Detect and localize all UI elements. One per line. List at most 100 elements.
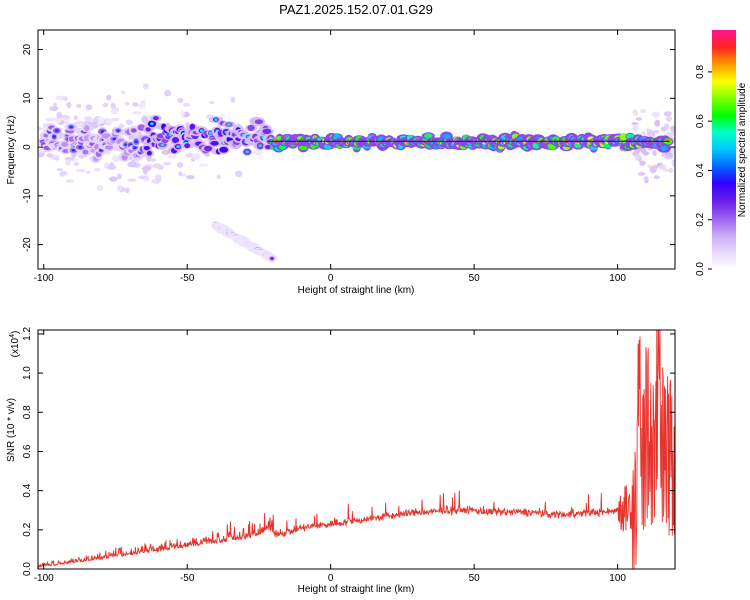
snr-x-tick-label: -100	[34, 573, 54, 584]
spectrogram-speckle	[109, 162, 115, 169]
spectrogram-speckle	[155, 176, 162, 183]
spectrogram-speckle	[645, 128, 652, 133]
spectrogram-speckle	[180, 110, 185, 117]
spectrogram-speckle	[143, 168, 148, 175]
spectrogram-speckle	[137, 102, 146, 109]
spectrogram-speckle	[85, 104, 93, 111]
spectrogram-speckle	[49, 106, 59, 111]
spectrogram-speckle	[637, 172, 646, 176]
snr-multiplier-exponent: 4	[9, 334, 16, 338]
colorbar-scale	[712, 30, 736, 269]
spectrogram-speckle	[56, 168, 63, 172]
spectrogram-speckle	[663, 111, 672, 117]
spectrogram-speckle	[654, 119, 661, 127]
spectrogram-ridge	[626, 133, 635, 139]
spectrogram-ridge	[104, 145, 114, 150]
spectrogram-speckle	[73, 162, 80, 166]
spectrogram-y-tick-label: -20	[22, 237, 33, 252]
spectrogram-x-axis: -100 -50 0 50 100	[34, 30, 626, 284]
snr-y-axis-label: SNR (10 * v/v)	[6, 398, 17, 462]
colorbar: 0.0 0.2 0.4 0.6 0.8 Normalized spectral ampl…	[695, 30, 748, 276]
spectrogram-ridge-core	[245, 150, 249, 154]
spectrogram-speckle	[639, 109, 647, 113]
snr-y-tick-label: 0.2	[22, 522, 33, 536]
spectrogram-speckle	[181, 173, 187, 177]
spectrogram-speckle	[45, 117, 56, 122]
spectrogram-ridge	[153, 116, 159, 121]
spectrogram-y-axis: 20 10 0 -10 -20	[22, 44, 675, 252]
spectrogram-ridge-core	[199, 129, 204, 133]
spectrogram-speckle	[152, 163, 163, 169]
spectrogram-speckle	[46, 153, 54, 158]
spectrogram-speckle	[653, 164, 659, 169]
colorbar-tick-label: 0.6	[695, 114, 706, 128]
spectrogram-speckle	[669, 125, 675, 132]
spectrogram-ridge	[145, 127, 151, 132]
spectrogram-speckle	[65, 159, 71, 166]
spectrogram-speckle	[164, 89, 172, 97]
snr-x-tick-label: 50	[469, 573, 481, 584]
spectrogram-speckle	[53, 102, 57, 107]
spectrogram-ridge	[619, 133, 628, 141]
spectrogram-y-axis-label: Frequency (Hz)	[6, 116, 17, 185]
spectrogram-speckle	[125, 119, 133, 125]
spectrogram-x-tick-label: -100	[34, 273, 54, 284]
spectrogram-speckle	[230, 96, 236, 103]
spectrogram-ridge	[82, 149, 89, 155]
snr-multiplier-close: )	[10, 331, 21, 334]
spectrogram-ridge	[101, 133, 111, 139]
spectrogram-ridge-core	[208, 131, 213, 135]
spectrogram-speckle	[76, 103, 82, 109]
spectrogram-speckle	[253, 149, 264, 156]
spectrogram-speckle	[124, 187, 130, 193]
spectrogram-speckle	[65, 179, 75, 183]
spectrogram-speckle	[640, 147, 647, 154]
spectrogram-x-tick-label: 0	[328, 273, 334, 284]
spectrogram-speckle	[138, 175, 148, 179]
spectrogram-speckle	[59, 171, 65, 177]
spectrogram-speckle	[665, 116, 673, 122]
spectrogram-ridge	[204, 145, 213, 152]
spectrogram-speckle	[110, 102, 116, 110]
snr-multiplier-label: (x104)	[9, 331, 21, 358]
spectrogram-ridge	[264, 144, 272, 150]
spectrogram-x-tick-label: 50	[469, 273, 481, 284]
spectrogram-ridge-core	[160, 143, 165, 147]
colorbar-tick-label: 0.4	[695, 163, 706, 177]
colorbar-label: Normalized spectral amplitude	[737, 82, 748, 217]
spectrogram-speckle	[94, 167, 101, 172]
spectrogram-ridge-core	[100, 130, 105, 134]
spectrogram-speckle	[127, 178, 137, 183]
spectrogram-speckle	[198, 163, 208, 167]
spectrogram-speckle	[132, 102, 139, 107]
spectrogram-speckle	[631, 121, 639, 126]
spectrogram-speckle	[111, 117, 120, 122]
snr-series-line	[38, 330, 675, 569]
spectrogram-speckle	[149, 158, 157, 162]
spectrogram-y-tick-label: 20	[22, 44, 33, 56]
snr-y-tick-label: 1.0	[22, 366, 33, 380]
spectrogram-speckle	[220, 113, 225, 119]
spectrogram-speckle	[113, 156, 120, 162]
spectrogram-ridge	[660, 145, 668, 151]
spectrogram-speckle	[176, 162, 184, 168]
spectrogram-ridge	[130, 128, 137, 133]
colorbar-tick-label: 0.8	[695, 64, 706, 78]
colorbar-tick-label: 0.2	[695, 212, 706, 226]
snr-background	[38, 330, 675, 569]
snr-x-tick-label: -50	[180, 573, 195, 584]
spectrogram-speckle	[55, 95, 66, 101]
spectrogram-speckle	[209, 100, 215, 105]
spectrogram-speckle	[75, 168, 86, 173]
spectrogram-ridge	[172, 137, 179, 144]
spectrogram-speckle	[127, 161, 137, 168]
spectrogram-y-tick-label: -10	[22, 188, 33, 203]
spectrogram-speckle	[56, 112, 63, 119]
spectrogram-ridge-core	[270, 257, 274, 260]
spectrogram-speckle	[167, 154, 177, 159]
spectrogram-ridge-core	[112, 137, 116, 141]
spectrogram-ridge	[262, 128, 272, 135]
colorbar-axis: 0.0 0.2 0.4 0.6 0.8	[695, 64, 712, 276]
spectrogram-speckle	[659, 164, 667, 170]
